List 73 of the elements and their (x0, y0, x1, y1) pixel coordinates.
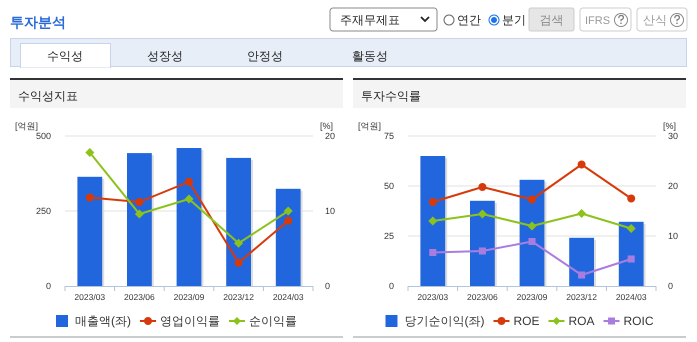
text: 연간 (457, 13, 481, 27)
point (134, 210, 144, 218)
point (578, 160, 586, 168)
point (428, 216, 438, 226)
point (578, 272, 586, 278)
point (478, 183, 486, 191)
y-tick-label: 0 (388, 281, 394, 291)
y2-axis-title: [%] (662, 121, 676, 131)
y-tick-label: 0 (46, 281, 51, 291)
y-tick-label: 500 (36, 131, 51, 141)
x-tick-label: 2024/03 (616, 292, 647, 302)
point (577, 209, 586, 218)
legend-label: 영업이익률 (160, 314, 220, 328)
point (429, 249, 436, 256)
point (528, 238, 536, 245)
x-tick-label: 2023/12 (566, 292, 598, 302)
point (185, 178, 193, 186)
y-tick-label: 50 (384, 181, 394, 191)
y-tick-label: 75 (384, 131, 394, 141)
x-tick-label: 2023/06 (467, 292, 498, 302)
y-axis-title: [억원] (15, 121, 38, 131)
text: 수익성 (47, 49, 83, 63)
text: 활동성 (352, 49, 388, 63)
x-tick-label: 2023/09 (516, 292, 548, 302)
text: 안정성 (247, 49, 283, 63)
point (628, 256, 635, 262)
legend-label: 순이익률 (249, 314, 297, 328)
y-tick-label: 25 (384, 231, 394, 241)
point (234, 238, 244, 248)
point (626, 224, 636, 233)
y2-tick-label: 10 (325, 206, 336, 216)
x-tick-label: 2023/09 (174, 292, 205, 302)
y2-tick-label: 10 (668, 231, 678, 241)
point (478, 210, 487, 218)
y2-tick-label: 0 (668, 281, 674, 291)
y2-tick-label: 30 (668, 131, 678, 141)
point (85, 148, 94, 157)
text: IFRS (585, 15, 610, 27)
x-tick-label: 2023/03 (417, 292, 448, 302)
point (234, 258, 243, 267)
point (284, 206, 293, 216)
point (528, 196, 536, 204)
text: 투자분석 (10, 14, 66, 30)
point (627, 194, 636, 202)
text: 성장성 (147, 49, 183, 63)
point (428, 198, 437, 206)
x-tick-label: 2023/06 (124, 292, 156, 302)
y2-tick-label: 20 (668, 181, 678, 191)
text: 산식 (643, 13, 667, 27)
text: 주재무제표 (340, 13, 400, 27)
point (86, 194, 94, 202)
chart-title: 투자수익률 (361, 89, 421, 103)
x-tick-label: 2023/12 (223, 292, 254, 302)
point (135, 198, 144, 206)
point (284, 216, 292, 225)
legend-label: ROE (513, 314, 540, 328)
y-axis-title: [억원] (358, 121, 382, 131)
y2-tick-label: 20 (325, 131, 336, 141)
legend-label: 매출액(좌) (75, 314, 131, 328)
text: 검색 (540, 13, 564, 27)
y2-axis-title: [%] (320, 121, 333, 131)
point (184, 194, 194, 204)
x-tick-label: 2024/03 (272, 292, 304, 302)
x-tick-label: 2023/03 (74, 292, 106, 302)
y-tick-label: 250 (36, 206, 51, 216)
point (478, 248, 486, 254)
legend-label: ROIC (624, 314, 654, 328)
chart-title: 수익성지표 (18, 89, 78, 103)
text: 분기 (502, 13, 526, 27)
legend-label: ROA (568, 314, 595, 328)
point (528, 222, 536, 230)
legend-label: 당기순이익(좌) (404, 314, 484, 328)
y2-tick-label: 0 (325, 281, 330, 291)
